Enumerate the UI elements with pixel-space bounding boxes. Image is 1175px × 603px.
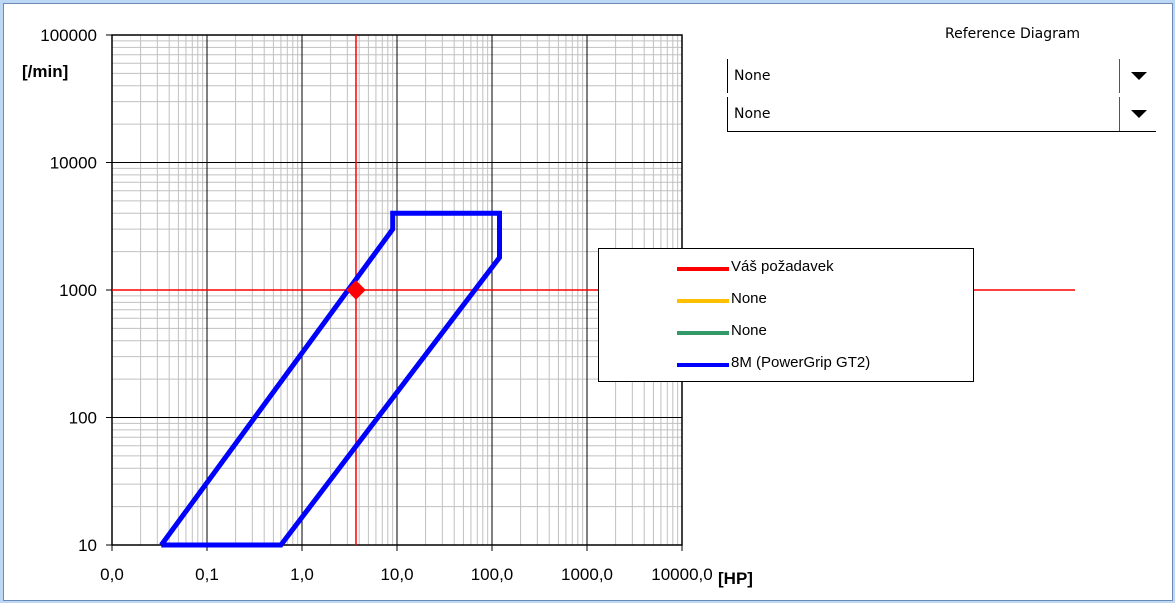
- chevron-down-icon[interactable]: [1119, 97, 1156, 131]
- series-line-belt: [159, 210, 502, 548]
- chevron-down-icon[interactable]: [1119, 59, 1156, 93]
- legend-label: 8M (PowerGrip GT2): [731, 354, 871, 371]
- legend-label: None: [731, 322, 767, 339]
- chart-legend: Váš požadavek None None 8M (PowerGrip GT…: [598, 248, 974, 382]
- legend-swatch: [677, 267, 729, 271]
- reference-select-1[interactable]: None: [727, 59, 1156, 93]
- legend-swatch: [677, 363, 729, 367]
- x-tick-label: 10,0: [380, 565, 413, 584]
- x-axis-title: [HP]: [718, 569, 753, 588]
- x-tick-label: 100,0: [471, 565, 514, 584]
- reference-select-2-value: None: [734, 106, 771, 122]
- x-tick-label: 0,1: [195, 565, 219, 584]
- reference-select-1-value: None: [734, 68, 771, 84]
- reference-select-2[interactable]: None: [727, 97, 1156, 132]
- legend-swatch: [677, 331, 729, 335]
- legend-label: None: [731, 290, 767, 307]
- legend-swatch: [677, 299, 729, 303]
- y-tick-label: 100: [69, 409, 97, 428]
- y-axis-title: [/min]: [22, 62, 69, 81]
- y-tick-label: 100000: [40, 26, 97, 45]
- legend-label: Váš požadavek: [731, 258, 834, 275]
- requirement-point: [346, 280, 366, 300]
- reference-diagram-title: Reference Diagram: [945, 26, 1081, 42]
- x-tick-label: 1000,0: [561, 565, 613, 584]
- x-tick-label: 10000,0: [651, 565, 712, 584]
- y-tick-label: 10000: [50, 154, 97, 173]
- x-tick-label: 0,0: [100, 565, 124, 584]
- y-tick-label: 10: [78, 536, 97, 555]
- y-tick-label: 1000: [59, 281, 97, 300]
- x-tick-label: 1,0: [290, 565, 314, 584]
